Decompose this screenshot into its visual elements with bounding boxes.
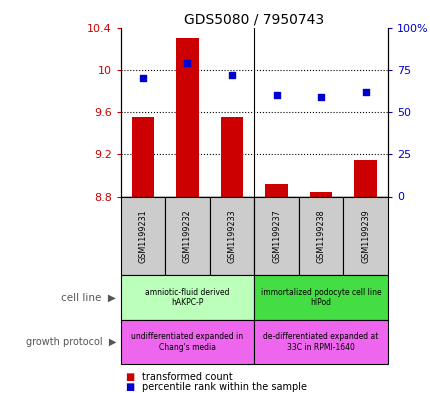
- Text: de-differentiated expanded at
33C in RPMI-1640: de-differentiated expanded at 33C in RPM…: [263, 332, 378, 352]
- Bar: [209, 196, 254, 275]
- Text: GSM1199232: GSM1199232: [183, 209, 191, 263]
- Bar: [120, 275, 254, 320]
- Point: [273, 92, 280, 98]
- Text: cell line  ▶: cell line ▶: [61, 293, 116, 303]
- Point: [361, 88, 368, 95]
- Text: GSM1199238: GSM1199238: [316, 209, 325, 263]
- Bar: [120, 196, 165, 275]
- Bar: [265, 184, 287, 196]
- Title: GDS5080 / 7950743: GDS5080 / 7950743: [184, 12, 324, 26]
- Bar: [343, 196, 387, 275]
- Text: GSM1199231: GSM1199231: [138, 209, 147, 263]
- Bar: [298, 196, 343, 275]
- Text: immortalized podocyte cell line
hIPod: immortalized podocyte cell line hIPod: [260, 288, 381, 307]
- Bar: [254, 320, 387, 364]
- Bar: [176, 38, 198, 197]
- Text: GSM1199237: GSM1199237: [271, 209, 280, 263]
- Bar: [254, 275, 387, 320]
- Point: [139, 75, 146, 81]
- Text: amniotic-fluid derived
hAKPC-P: amniotic-fluid derived hAKPC-P: [145, 288, 229, 307]
- Bar: [309, 192, 332, 196]
- Text: GSM1199239: GSM1199239: [360, 209, 369, 263]
- Bar: [221, 117, 243, 196]
- Point: [228, 72, 235, 78]
- Point: [184, 60, 190, 66]
- Bar: [254, 196, 298, 275]
- Bar: [353, 160, 376, 196]
- Text: growth protocol  ▶: growth protocol ▶: [26, 337, 116, 347]
- Text: GSM1199233: GSM1199233: [227, 209, 236, 263]
- Text: undifferentiated expanded in
Chang's media: undifferentiated expanded in Chang's med…: [131, 332, 243, 352]
- Text: ■: ■: [125, 382, 134, 392]
- Bar: [132, 117, 154, 196]
- Bar: [165, 196, 209, 275]
- Text: ■: ■: [125, 372, 134, 382]
- Point: [317, 94, 324, 100]
- Text: percentile rank within the sample: percentile rank within the sample: [142, 382, 307, 392]
- Bar: [120, 320, 254, 364]
- Text: transformed count: transformed count: [142, 372, 233, 382]
